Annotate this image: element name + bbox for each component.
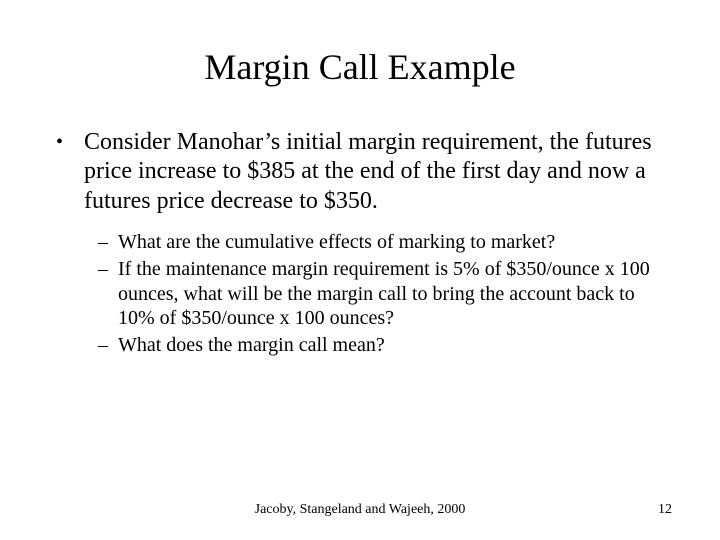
bullet-level2: – If the maintenance margin requirement … [98,257,672,330]
page-number: 12 [658,502,672,518]
slide-title: Margin Call Example [48,46,672,88]
sub-bullet-text: What are the cumulative effects of marki… [118,230,672,254]
bullet-level2: – What are the cumulative effects of mar… [98,230,672,254]
bullet-marker: • [56,128,84,156]
bullet-level2: – What does the margin call mean? [98,333,672,357]
slide-footer: Jacoby, Stangeland and Wajeeh, 2000 12 [0,502,720,518]
slide-container: Margin Call Example • Consider Manohar’s… [0,0,720,540]
sub-bullet-text: If the maintenance margin requirement is… [118,257,672,330]
dash-marker: – [98,257,118,281]
dash-marker: – [98,333,118,357]
footer-attribution: Jacoby, Stangeland and Wajeeh, 2000 [255,502,466,518]
bullet-text: Consider Manohar’s initial margin requir… [84,128,672,216]
sub-bullet-list: – What are the cumulative effects of mar… [56,230,672,358]
bullet-level1: • Consider Manohar’s initial margin requ… [56,128,672,216]
sub-bullet-text: What does the margin call mean? [118,333,672,357]
dash-marker: – [98,230,118,254]
slide-body: • Consider Manohar’s initial margin requ… [48,128,672,358]
